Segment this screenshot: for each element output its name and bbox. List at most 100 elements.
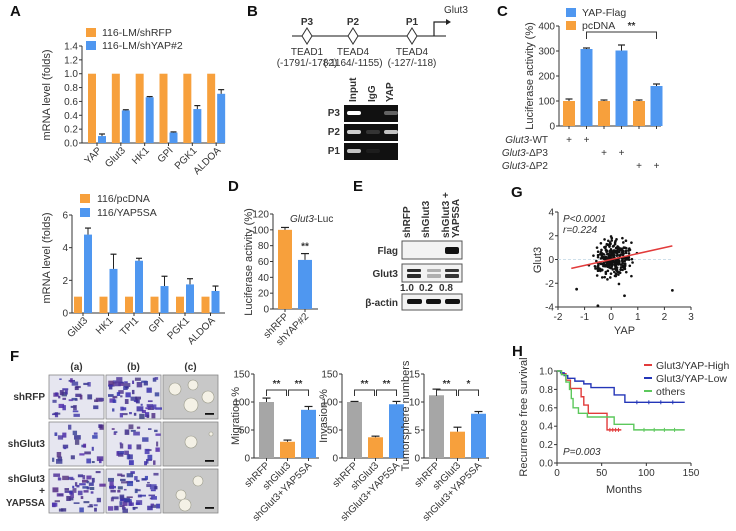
bar: [598, 101, 610, 126]
stained-cell: [146, 458, 149, 464]
bar: [88, 73, 96, 143]
bar: [159, 73, 168, 143]
stained-cell: [119, 442, 122, 445]
stained-cell: [124, 429, 130, 435]
stained-cell: [83, 382, 89, 386]
scatter-point: [622, 249, 625, 253]
y-tick-label: 100: [252, 225, 269, 236]
stained-cell: [134, 377, 141, 381]
tead-site-diamond-icon: [301, 27, 313, 45]
scatter-point: [616, 270, 620, 274]
condition-mark: +: [601, 148, 607, 159]
stained-cell: [120, 474, 125, 477]
condition-label: Glut3-WT: [505, 135, 548, 146]
y-axis-label: Recurrence free survival: [518, 357, 530, 476]
stained-cell: [62, 388, 69, 391]
construct-suffix: -WT: [529, 135, 548, 146]
stained-cell: [145, 407, 151, 410]
blot-band: [445, 269, 459, 272]
y-tick-label: 6: [62, 211, 68, 222]
stained-cell: [73, 405, 77, 411]
y-tick-label: 5: [414, 426, 420, 437]
stained-cell: [74, 386, 79, 391]
column-label: (a): [70, 362, 82, 373]
bar: [278, 229, 292, 309]
x-axis-label: YAP: [614, 325, 635, 337]
stained-cell: [79, 453, 85, 456]
legend-label: Glut3/YAP-High: [656, 360, 729, 372]
stained-cell: [135, 400, 139, 403]
scatter-point: [619, 253, 622, 256]
x-tick-label: ALDOA: [186, 315, 218, 347]
gel-lane-label: Input: [348, 77, 359, 102]
stained-cell: [93, 432, 98, 435]
stained-cell: [76, 484, 80, 488]
stained-cell: [54, 500, 60, 503]
stained-cell: [135, 489, 141, 492]
y-tick-label: 100: [233, 398, 250, 409]
panel-label-c: C: [497, 3, 508, 20]
scatter-point: [621, 236, 624, 240]
scatter-point: [602, 257, 606, 261]
stained-cell: [153, 472, 159, 476]
column-label: (c): [184, 362, 196, 373]
stained-cell: [120, 406, 124, 411]
stained-cell: [81, 479, 88, 483]
stained-cell: [56, 459, 63, 464]
stained-cell: [91, 477, 95, 483]
site-position: (-127/-118): [388, 58, 437, 69]
bar: [74, 296, 82, 313]
stained-cell: [120, 395, 123, 398]
stained-cell: [124, 399, 129, 404]
scatter-point: [600, 268, 603, 271]
blot-band: [427, 269, 441, 272]
gel-strip: [344, 105, 398, 122]
y-tick-label: 1.0: [539, 367, 553, 378]
x-tick-label: 0: [608, 312, 614, 323]
x-axis-label: Months: [606, 484, 643, 496]
stained-cell: [109, 481, 114, 486]
stained-cell: [54, 432, 58, 436]
stained-cell: [86, 475, 92, 480]
stained-cell: [75, 393, 82, 397]
survival-curve: [557, 370, 685, 431]
scatter-point: [614, 272, 618, 276]
scatter-point: [575, 287, 579, 291]
panel-label-g: G: [511, 184, 523, 201]
stained-cell: [122, 506, 126, 510]
stained-cell: [51, 502, 58, 507]
legend-label: YAP-Flag: [582, 7, 626, 19]
scatter-point: [605, 242, 609, 246]
tumorsphere: [192, 475, 204, 487]
condition-mark: +: [654, 161, 660, 172]
scatter-point: [615, 254, 619, 257]
scatter-point: [600, 276, 604, 279]
stained-cell: [136, 444, 142, 450]
y-tick-label: 1.4: [64, 42, 78, 53]
scatter-point: [624, 239, 628, 243]
bar: [150, 296, 159, 313]
bar: [580, 49, 593, 126]
column-label: (b): [127, 362, 140, 373]
stained-cell: [136, 382, 143, 388]
stained-cell: [87, 382, 91, 387]
scatter-point: [605, 250, 608, 254]
x-tick-label: 2: [662, 312, 668, 323]
y-tick-label: 60: [258, 257, 270, 268]
survival-curve: [557, 370, 622, 431]
stained-cell: [119, 501, 123, 506]
lane-label: shGlut3: [421, 200, 432, 238]
gel-band: [347, 111, 361, 115]
bar: [217, 93, 226, 143]
gel-lane-label: IgG: [367, 85, 378, 102]
stained-cell: [91, 446, 94, 451]
stained-cell: [121, 481, 128, 484]
stained-cell: [86, 458, 92, 464]
stained-cell: [59, 378, 62, 381]
gel-band: [384, 111, 398, 115]
scatter-point: [616, 246, 620, 250]
scatter-point: [608, 241, 612, 244]
gel-band: [347, 130, 361, 134]
